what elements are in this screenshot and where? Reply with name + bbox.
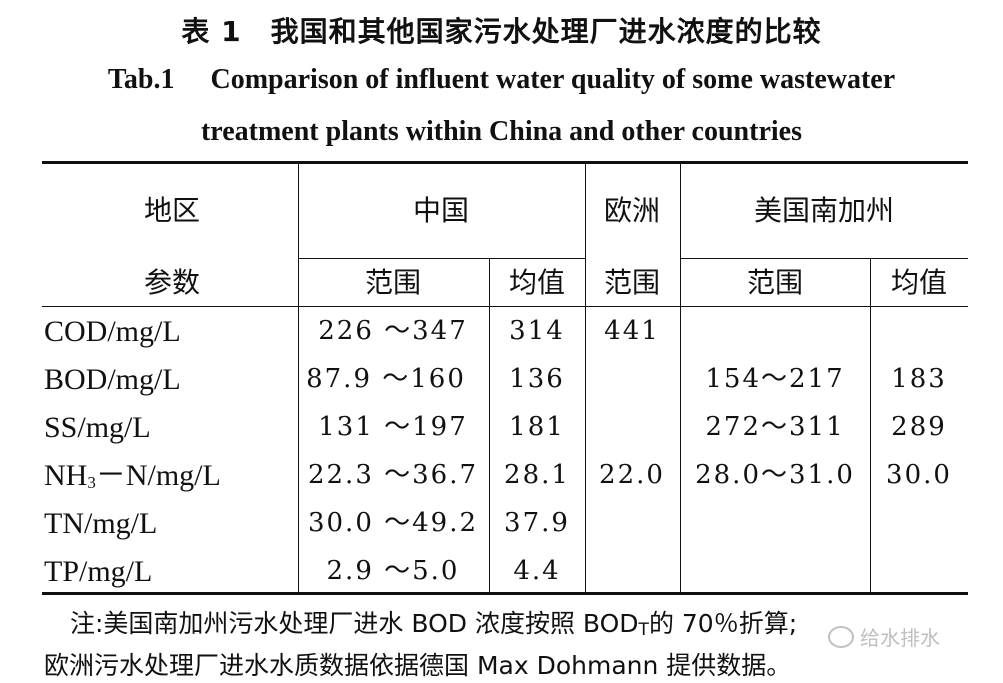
row-bod-china-range: 87.9 ～160 [306, 364, 466, 394]
watermark-text: 给水排水 [860, 626, 940, 650]
row-cod-china-range: 226 ～347 [318, 316, 468, 346]
row-nh3n-subscript: 3 [87, 473, 96, 492]
row-ss-us-mean: 289 [891, 412, 947, 442]
row-nh3n-us-mean: 30.0 [886, 460, 952, 490]
row-cod-param: COD/mg/L [44, 315, 181, 348]
row-tp-china-mean: 4.4 [513, 556, 561, 586]
row-cod-china-mean: 314 [509, 316, 565, 346]
header-region: 地区 [143, 194, 201, 227]
row-nh3n-prefix: NH [44, 459, 88, 492]
row-ss-china-range: 131 ～197 [318, 412, 468, 442]
col-divider-2 [489, 258, 490, 592]
table-caption-en-line2: treatment plants within China and other … [200, 116, 802, 147]
header-divider-partial [298, 258, 585, 259]
row-bod-param: BOD/mg/L [44, 363, 181, 396]
row-tp-china-range: 2.9 ～5.0 [326, 556, 460, 586]
header-us-range: 范围 [746, 266, 804, 299]
row-cod-europe-range: 441 [604, 316, 660, 346]
wechat-icon [828, 626, 854, 648]
row-nh3n-china-mean: 28.1 [504, 460, 570, 490]
note-line1-a: 注:美国南加州污水处理厂进水 BOD 浓度按照 BOD [70, 609, 639, 638]
header-param: 参数 [143, 266, 201, 299]
note-line1-b: 的 70％折算; [648, 609, 798, 638]
row-tp-param: TP/mg/L [44, 555, 153, 588]
header-china-range: 范围 [364, 266, 422, 299]
col-divider-3 [585, 163, 586, 592]
row-ss-param: SS/mg/L [44, 411, 151, 444]
table-label: Tab.1 [107, 64, 175, 95]
row-tn-china-mean: 37.9 [504, 508, 570, 538]
table-caption-en-line1: Tab.1 Comparison of influent water qualit… [0, 64, 1003, 96]
header-europe: 欧洲 [603, 194, 661, 227]
row-nh3n-suffix: －N/mg/L [95, 459, 221, 492]
header-us: 美国南加州 [753, 194, 895, 227]
table-note-line1: 注:美国南加州污水处理厂进水 BOD 浓度按照 BODT的 70％折算; [70, 604, 797, 640]
header-bottom-rule [42, 306, 968, 307]
watermark: 给水排水 [828, 622, 940, 651]
header-divider-us [680, 258, 968, 259]
row-nh3n-china-range: 22.3 ～36.7 [307, 460, 479, 490]
row-nh3n-us-range: 28.0～31.0 [695, 460, 855, 490]
col-divider-1 [298, 163, 299, 592]
col-divider-5 [870, 258, 871, 592]
col-divider-4 [680, 163, 681, 592]
note-line1-subscript: T [638, 620, 649, 640]
table-caption-en-text1: Comparison of influent water quality of … [210, 64, 896, 95]
row-ss-us-range: 272～311 [705, 412, 845, 442]
header-europe-range: 范围 [603, 266, 661, 299]
top-rule [42, 161, 968, 164]
row-nh3n-europe-range: 22.0 [599, 460, 665, 490]
table-note-line2: 欧洲污水处理厂进水水质数据依据德国 Max Dohmann 提供数据。 [44, 651, 792, 680]
row-bod-china-mean: 136 [509, 364, 565, 394]
bottom-rule [42, 592, 968, 595]
row-bod-us-range: 154～217 [705, 364, 845, 394]
row-tn-param: TN/mg/L [44, 507, 158, 540]
row-nh3n-param: NH3－N/mg/L [44, 459, 221, 492]
header-china-mean: 均值 [508, 266, 566, 299]
row-tn-china-range: 30.0 ～49.2 [307, 508, 479, 538]
table-caption-cn: 表 1 我国和其他国家污水处理厂进水浓度的比较 [181, 15, 822, 48]
header-us-mean: 均值 [890, 266, 948, 299]
header-china: 中国 [412, 194, 470, 227]
row-ss-china-mean: 181 [509, 412, 565, 442]
row-bod-us-mean: 183 [891, 364, 947, 394]
